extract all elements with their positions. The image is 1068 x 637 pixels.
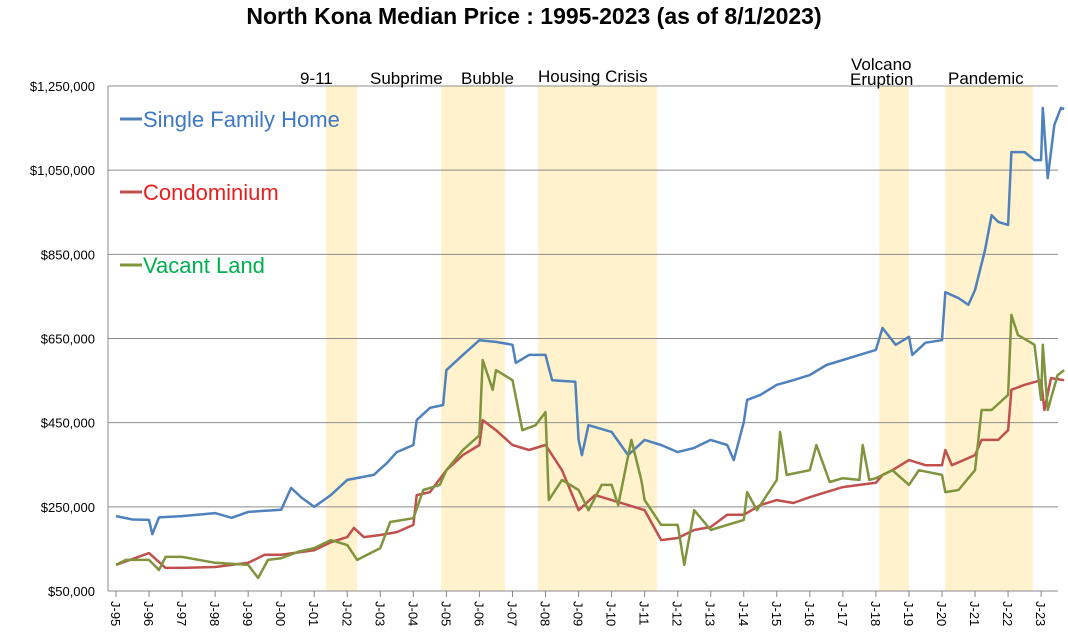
y-tick-label: $250,000 xyxy=(41,500,95,515)
y-tick-label: $450,000 xyxy=(41,416,95,431)
y-tick-label: $1,050,000 xyxy=(30,163,95,178)
x-tick-label: J-95 xyxy=(108,601,123,626)
annotation-label: 9-11 xyxy=(300,69,333,88)
series-line-vacant-land xyxy=(115,313,1065,580)
x-tick-label: J-03 xyxy=(372,601,387,626)
x-tick-label: J-04 xyxy=(405,601,420,626)
legend-label: Condominium xyxy=(143,180,279,205)
event-annotations: 9-11 Subprime Bubble Housing Crisis VolcanoE… xyxy=(300,55,1024,89)
x-tick-label: J-19 xyxy=(901,601,916,626)
annotation-label-secondary: Eruption xyxy=(850,70,913,89)
annotation-label: Subprime xyxy=(370,69,443,88)
x-tick-label: J-10 xyxy=(604,601,619,626)
annotation-label: Volcano xyxy=(851,55,912,74)
y-tick-label: $1,250,000 xyxy=(30,79,95,94)
x-tick-label: J-06 xyxy=(471,601,486,626)
x-tick-label: J-12 xyxy=(670,601,685,626)
annotation-label-secondary: Bubble xyxy=(461,69,514,88)
y-axis: $50,000 $250,000 $450,000 $650,000 $850,000 $… xyxy=(30,79,95,599)
legend-label: Vacant Land xyxy=(143,253,265,278)
x-tick-label: J-15 xyxy=(769,601,784,626)
series-lines xyxy=(115,106,1065,580)
x-tick-label: J-05 xyxy=(438,601,453,626)
annotation-label: Housing Crisis xyxy=(538,67,648,86)
x-axis: J-95 J-96 J-97 J-98 J-99 J-00 J-01 J-02 J-03 J-04… xyxy=(108,591,1048,626)
y-tick-label: $650,000 xyxy=(41,332,95,347)
x-tick-label: J-17 xyxy=(835,601,850,626)
y-tick-label: $850,000 xyxy=(41,247,95,262)
x-tick-label: J-01 xyxy=(306,601,321,626)
annotation-label: Pandemic xyxy=(948,69,1024,88)
series-line-single-family-home xyxy=(115,106,1065,536)
x-tick-label: J-08 xyxy=(538,601,553,626)
legend-label: Single Family Home xyxy=(143,107,340,132)
x-tick-label: J-09 xyxy=(571,601,586,626)
x-tick-label: J-14 xyxy=(736,601,751,626)
legend: Single Family Home Condominium Vacant Land xyxy=(120,107,340,278)
y-tick-label: $50,000 xyxy=(48,584,95,599)
series-line-condominium xyxy=(115,376,1065,570)
x-tick-label: J-21 xyxy=(967,601,982,626)
x-tick-label: J-11 xyxy=(637,601,652,625)
x-tick-label: J-98 xyxy=(207,601,222,626)
x-tick-label: J-96 xyxy=(141,601,156,626)
chart-title: North Kona Median Price : 1995-2023 (as … xyxy=(246,3,822,29)
x-tick-label: J-16 xyxy=(802,601,817,626)
x-tick-label: J-97 xyxy=(174,601,189,626)
x-tick-label: J-99 xyxy=(240,601,255,626)
x-tick-label: J-13 xyxy=(703,601,718,626)
x-tick-label: J-07 xyxy=(504,601,519,626)
x-tick-label: J-18 xyxy=(868,601,883,626)
x-tick-label: J-20 xyxy=(934,601,949,626)
x-tick-label: J-23 xyxy=(1033,601,1048,626)
x-tick-label: J-00 xyxy=(273,601,288,626)
x-tick-label: J-22 xyxy=(1000,601,1015,626)
gridlines xyxy=(107,85,1058,592)
x-tick-label: J-02 xyxy=(339,601,354,626)
